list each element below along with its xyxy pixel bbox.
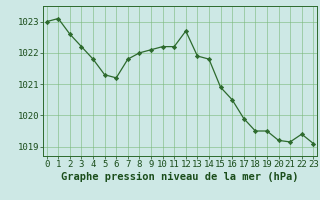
X-axis label: Graphe pression niveau de la mer (hPa): Graphe pression niveau de la mer (hPa) [61,172,299,182]
